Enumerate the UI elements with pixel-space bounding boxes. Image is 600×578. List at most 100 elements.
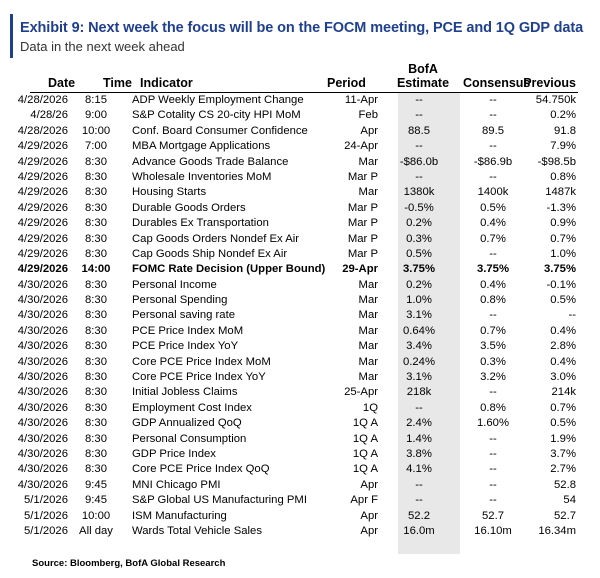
cell-previous: 0.5% [550, 417, 576, 430]
cell-indicator: Wards Total Vehicle Sales [132, 524, 262, 537]
cell-estimate: -$86.0b [399, 155, 439, 168]
table-body: 4/28/2026 8:15 ADP Weekly Employment Chang… [18, 93, 578, 539]
cell-period: Feb [358, 109, 378, 122]
cell-indicator: ADP Weekly Employment Change [132, 94, 304, 106]
cell-time: 8:30 [85, 217, 107, 230]
cell-indicator: Core PCE Price Index YoY [132, 371, 266, 384]
cell-previous: 91.8 [554, 124, 576, 137]
cell-period: Mar P [347, 232, 378, 245]
cell-previous: 0.5% [550, 294, 576, 307]
cell-period: 1Q A [352, 463, 378, 476]
cell-date: 4/29/2026 [17, 186, 68, 199]
table-row: 4/30/2026 8:30 Core PCE Price Index MoM Mar… [18, 355, 578, 370]
cell-previous: 3.7% [550, 447, 576, 460]
cell-estimate: -- [415, 401, 423, 414]
cell-previous: 2.7% [550, 463, 576, 476]
cell-estimate: 0.24% [402, 355, 436, 368]
cell-consensus: -- [489, 140, 497, 153]
cell-date: 5/1/2026 [24, 509, 68, 522]
cell-estimate: 0.3% [406, 232, 432, 245]
cell-time: 8:30 [85, 340, 107, 353]
cell-indicator: PCE Price Index YoY [132, 340, 239, 353]
cell-indicator: Conf. Board Consumer Confidence [132, 124, 308, 137]
table-row: 4/29/2026 8:30 Cap Goods Orders Nondef Ex … [18, 232, 578, 247]
cell-time: 9:00 [85, 109, 107, 122]
header-estimate-line2: Estimate [396, 76, 450, 90]
cell-previous: 54 [563, 494, 576, 507]
cell-previous: 0.7% [550, 232, 576, 245]
cell-date: 4/28/2026 [17, 94, 68, 106]
cell-period: Apr F [350, 494, 378, 507]
cell-indicator: MNI Chicago PMI [132, 478, 221, 491]
cell-period: Mar [358, 278, 378, 291]
cell-consensus: 0.3% [480, 355, 506, 368]
header-period: Period [327, 76, 366, 90]
header-date: Date [48, 76, 76, 90]
header-indicator: Indicator [140, 76, 193, 90]
cell-time: 8:30 [85, 463, 107, 476]
cell-time: 8:30 [85, 355, 107, 368]
cell-previous: 16.34m [538, 524, 576, 537]
cell-consensus: 0.5% [480, 201, 506, 214]
cell-indicator: S&P Cotality CS 20-city HPI MoM [132, 109, 301, 122]
table-row: 4/30/2026 8:30 Personal Spending Mar 1.0% 0.8… [18, 293, 578, 308]
cell-consensus: 0.8% [480, 401, 506, 414]
cell-estimate: 3.1% [406, 309, 432, 322]
table-row: 4/30/2026 8:30 Employment Cost Index 1Q -- 0.… [18, 401, 578, 416]
cell-time: 8:30 [85, 324, 107, 337]
cell-consensus: 1400k [477, 186, 509, 199]
table-row: 4/30/2026 8:30 PCE Price Index YoY Mar 3.4% 3… [18, 339, 578, 354]
cell-period: Apr [360, 478, 378, 491]
cell-indicator: Personal Income [132, 278, 217, 291]
cell-estimate: 0.5% [406, 247, 432, 260]
cell-date: 4/30/2026 [17, 447, 68, 460]
cell-time: 8:30 [85, 170, 107, 183]
cell-period: Mar [358, 355, 378, 368]
cell-estimate: 4.1% [406, 463, 432, 476]
cell-estimate: -- [415, 494, 423, 507]
cell-date: 4/30/2026 [17, 432, 68, 445]
cell-indicator: Initial Jobless Claims [132, 386, 238, 399]
cell-indicator: Cap Goods Orders Nondef Ex Air [132, 232, 300, 245]
cell-time: 8:30 [85, 401, 107, 414]
cell-consensus: 0.4% [480, 217, 506, 230]
cell-time: 10:00 [81, 509, 111, 522]
table-row: 4/30/2026 8:30 GDP Price Index 1Q A 3.8% -- 3.… [18, 447, 578, 462]
cell-period: Mar [358, 309, 378, 322]
table-row: 4/28/2026 10:00 Conf. Board Consumer Confi… [18, 124, 578, 139]
cell-period: 1Q A [352, 417, 378, 430]
cell-previous: 3.0% [550, 371, 576, 384]
cell-indicator: GDP Annualized QoQ [132, 417, 242, 430]
cell-date: 4/30/2026 [17, 478, 68, 491]
cell-period: 29-Apr [342, 263, 378, 276]
cell-estimate: -- [415, 94, 423, 106]
cell-time: 10:00 [81, 124, 111, 137]
cell-indicator: ISM Manufacturing [132, 509, 227, 522]
cell-time: 8:30 [85, 309, 107, 322]
cell-indicator: FOMC Rate Decision (Upper Bound) [132, 263, 326, 276]
cell-period: 11-Apr [344, 94, 378, 106]
cell-period: 1Q A [352, 447, 378, 460]
cell-date: 4/30/2026 [17, 401, 68, 414]
cell-consensus: 0.7% [480, 232, 506, 245]
cell-date: 4/30/2026 [17, 417, 68, 430]
cell-consensus: -- [489, 247, 497, 260]
header-estimate-line1: BofA [408, 62, 438, 76]
cell-consensus: -- [489, 94, 497, 106]
table-header: Date Time Indicator Period BofA Estimate… [30, 50, 578, 93]
cell-consensus: 0.8% [480, 294, 506, 307]
cell-estimate: 52.2 [408, 509, 430, 522]
table-row: 4/29/2026 8:30 Cap Goods Ship Nondef Ex Ai… [18, 247, 578, 262]
table-row: 4/29/2026 14:00 FOMC Rate Decision (Upper … [18, 262, 578, 277]
cell-period: Mar P [347, 170, 378, 183]
table-row: 5/1/2026 All day Wards Total Vehicle Sales… [24, 524, 578, 539]
cell-indicator: Core PCE Price Index MoM [132, 355, 271, 368]
cell-consensus: -$86.9b [473, 155, 513, 168]
cell-time: All day [79, 524, 113, 537]
cell-time: 14:00 [81, 263, 111, 276]
cell-estimate: 1380k [403, 186, 435, 199]
cell-indicator: S&P Global US Manufacturing PMI [132, 494, 307, 507]
estimate-column-shading [398, 92, 460, 554]
cell-consensus: -- [489, 432, 497, 445]
table-row: 4/30/2026 8:30 GDP Annualized QoQ 1Q A 2.4% 1… [18, 416, 578, 431]
